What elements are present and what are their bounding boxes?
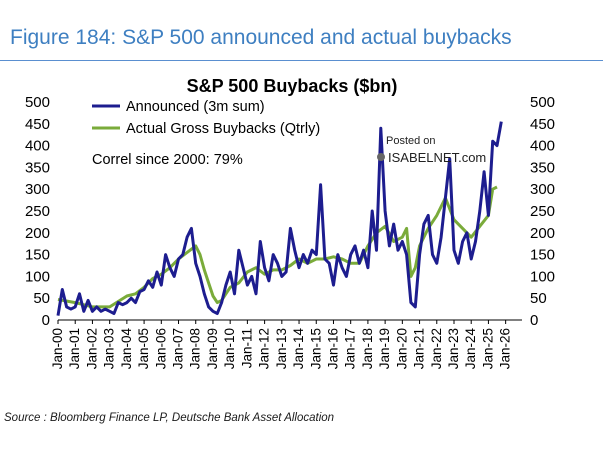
x-tick-label: Jan-11	[239, 328, 254, 368]
x-tick-label: Jan-21	[412, 328, 427, 369]
y-tick-right: 300	[530, 181, 555, 198]
x-tick-label: Jan-10	[222, 328, 237, 369]
x-tick-label: Jan-04	[119, 328, 134, 370]
x-tick-label: Jan-02	[84, 328, 99, 369]
x-tick-label: Jan-16	[325, 328, 340, 369]
y-tick-right: 500	[530, 94, 555, 111]
x-tick-label: Jan-18	[360, 328, 375, 369]
y-tick-right: 350	[530, 159, 555, 176]
y-tick-left: 50	[33, 290, 50, 307]
source-note: Source : Bloomberg Finance LP, Deutsche …	[4, 412, 335, 424]
y-tick-left: 150	[25, 247, 50, 264]
watermark-line2: ISABELNET.com	[388, 150, 486, 165]
x-tick-label: Jan-23	[446, 328, 461, 369]
x-tick-label: Jan-03	[102, 328, 117, 369]
watermark-line1: Posted on	[386, 135, 436, 147]
series-line-announced	[56, 121, 503, 316]
watermark-logo-icon	[377, 153, 385, 161]
legend: Announced (3m sum) Actual Gross Buybacks…	[92, 99, 320, 137]
x-tick-label: Jan-26	[498, 328, 513, 369]
y-tick-right: 450	[530, 116, 555, 133]
x-tick-label: Jan-24	[463, 328, 478, 370]
y-tick-left: 300	[25, 181, 50, 198]
x-tick-label: Jan-12	[257, 328, 272, 369]
y-tick-left: 350	[25, 159, 50, 176]
title-divider	[0, 60, 603, 61]
x-tick-label: Jan-22	[429, 328, 444, 369]
y-tick-right: 100	[530, 268, 555, 285]
y-tick-right: 150	[530, 247, 555, 264]
x-tick-label: Jan-20	[394, 328, 409, 369]
y-tick-left: 450	[25, 116, 50, 133]
y-tick-left: 100	[25, 268, 50, 285]
y-tick-right: 250	[530, 203, 555, 220]
x-tick-label: Jan-01	[67, 328, 82, 369]
x-tick-label: Jan-00	[50, 328, 65, 369]
y-tick-right: 0	[530, 312, 538, 329]
x-tick-label: Jan-09	[205, 328, 220, 369]
chart-title: S&P 500 Buybacks ($bn)	[187, 76, 398, 96]
x-tick-label: Jan-19	[377, 328, 392, 369]
x-tick-label: Jan-06	[153, 328, 168, 369]
y-tick-right: 50	[530, 290, 547, 307]
y-tick-left: 200	[25, 225, 50, 242]
correlation-annotation: Correl since 2000: 79%	[92, 152, 243, 168]
watermark: Posted on ISABELNET.com	[377, 135, 486, 165]
x-tick-label: Jan-25	[480, 328, 495, 369]
y-tick-left: 400	[25, 138, 50, 155]
x-tick-label: Jan-17	[343, 328, 358, 369]
y-tick-left: 0	[42, 312, 50, 329]
y-tick-right: 400	[530, 138, 555, 155]
legend-label-actual: Actual Gross Buybacks (Qtrly)	[126, 121, 320, 137]
legend-label-announced: Announced (3m sum)	[126, 99, 265, 115]
x-tick-label: Jan-15	[308, 328, 323, 369]
figure-title: Figure 184: S&P 500 announced and actual…	[10, 26, 512, 49]
x-tick-label: Jan-08	[188, 328, 203, 369]
x-tick-label: Jan-07	[171, 328, 186, 369]
x-tick-label: Jan-14	[291, 328, 306, 370]
y-tick-left: 500	[25, 94, 50, 111]
x-tick-label: Jan-13	[274, 328, 289, 369]
y-tick-left: 250	[25, 203, 50, 220]
y-tick-right: 200	[530, 225, 555, 242]
x-tick-label: Jan-05	[136, 328, 151, 369]
